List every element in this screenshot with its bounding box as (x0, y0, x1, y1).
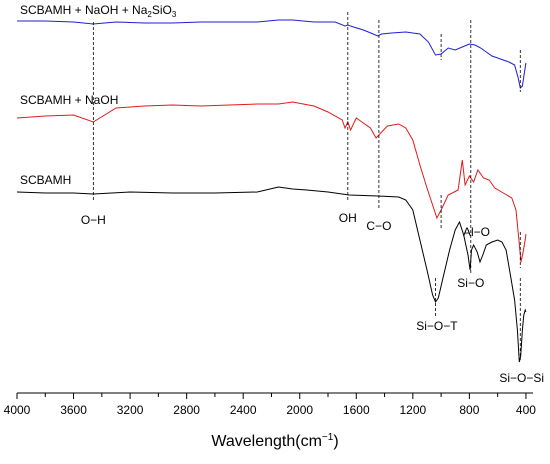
series-label: SCBAMH (20, 173, 71, 187)
x-tick-label: 800 (459, 403, 479, 417)
x-axis-title: Wavelength(cm−1) (211, 432, 338, 450)
x-tick-label: 2400 (230, 403, 257, 417)
peak-annotation: O−H (81, 213, 106, 227)
series-label: SCBAMH + NaOH (20, 93, 118, 107)
peak-annotation: OH (339, 211, 357, 225)
x-tick-label: 1200 (399, 403, 426, 417)
peak-annotation: Si−O−T (416, 319, 458, 333)
peak-annotation: Al−O (463, 225, 490, 239)
series-label: SCBAMH + NaOH + Na2SiO3 (20, 3, 177, 19)
x-tick-label: 1600 (343, 403, 370, 417)
x-tick-label: 2800 (173, 403, 200, 417)
peak-annotation: Si−O (457, 276, 484, 290)
plot-area: SCBAMH + NaOH + Na2SiO3 SCBAMH + NaOH SCBA… (16, 3, 544, 385)
x-tick-label: 3600 (60, 403, 87, 417)
series-line (17, 19, 527, 89)
x-tick-label: 400 (516, 403, 536, 417)
x-tick-label: 2000 (286, 403, 313, 417)
x-tick-label: 4000 (4, 403, 31, 417)
series-line (16, 101, 527, 263)
series-line (16, 186, 527, 363)
peak-annotation: Si−O−Si (499, 371, 544, 385)
x-axis-ticks: 4000 3600 3200 2800 2400 2000 1600 1200 800 400 (4, 393, 536, 417)
peak-annotation: C−O (366, 219, 391, 233)
x-tick-label: 3200 (117, 403, 144, 417)
